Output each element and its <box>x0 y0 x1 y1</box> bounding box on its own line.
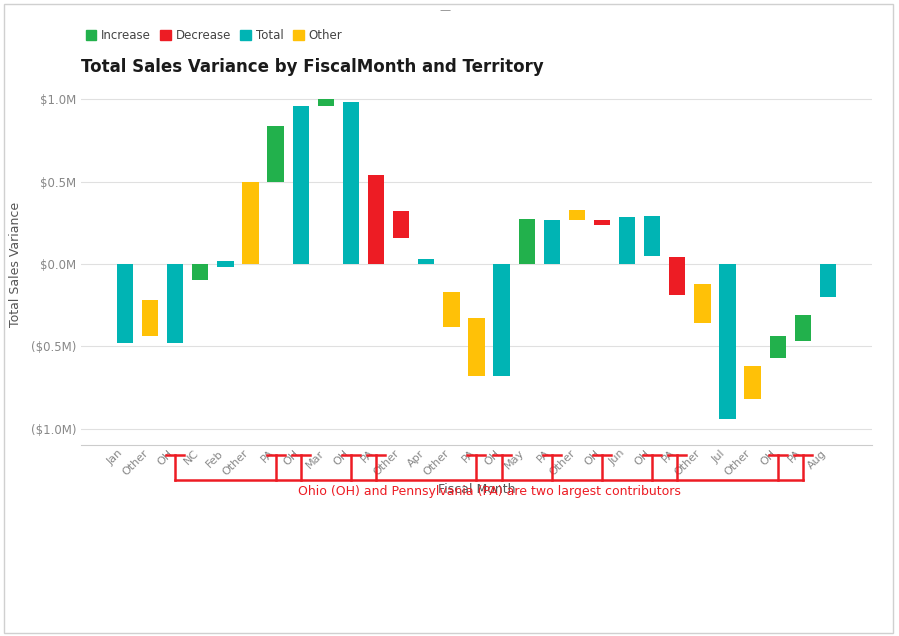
Text: Ohio (OH) and Pennsylvania (PA) are two largest contributors: Ohio (OH) and Pennsylvania (PA) are two … <box>298 485 681 498</box>
Bar <box>343 102 359 264</box>
Bar <box>167 264 183 343</box>
Bar <box>218 261 234 267</box>
Bar <box>142 300 158 336</box>
Bar <box>669 258 685 295</box>
Bar <box>644 216 661 256</box>
Bar <box>569 211 585 220</box>
Bar <box>594 220 610 225</box>
Bar <box>719 264 735 419</box>
Bar <box>544 220 560 264</box>
Bar <box>243 181 259 264</box>
Legend: Increase, Decrease, Total, Other: Increase, Decrease, Total, Other <box>81 25 347 47</box>
Bar <box>619 217 636 264</box>
Bar <box>418 259 434 264</box>
Bar <box>393 211 409 238</box>
Y-axis label: Total Sales Variance: Total Sales Variance <box>9 202 22 326</box>
Bar <box>744 366 761 399</box>
Text: Total Sales Variance by FiscalMonth and Territory: Total Sales Variance by FiscalMonth and … <box>81 58 544 76</box>
Bar <box>820 264 836 297</box>
Bar <box>770 336 786 358</box>
Bar <box>694 284 710 323</box>
Bar <box>268 125 284 181</box>
Bar <box>192 264 209 280</box>
Bar <box>368 175 384 264</box>
Bar <box>443 292 459 326</box>
X-axis label: Fiscal Month: Fiscal Month <box>438 483 515 496</box>
Text: —: — <box>440 5 450 15</box>
Bar <box>494 264 510 376</box>
Bar <box>292 106 309 264</box>
Bar <box>795 315 811 342</box>
Bar <box>468 319 485 376</box>
Bar <box>117 264 133 343</box>
Bar <box>519 219 535 264</box>
Bar <box>317 99 334 106</box>
